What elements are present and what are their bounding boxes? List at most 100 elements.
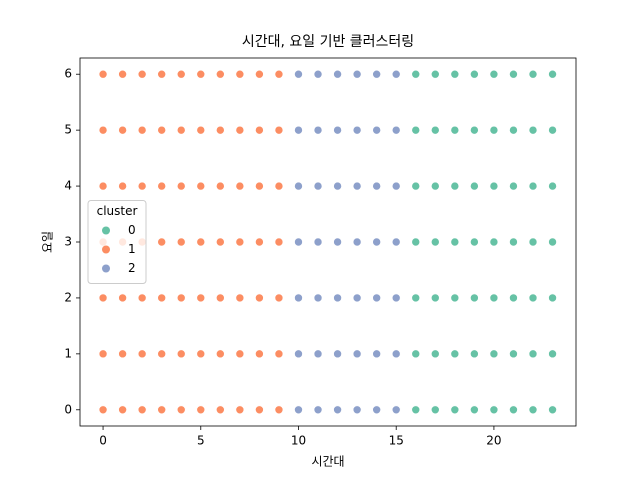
point bbox=[489, 293, 499, 303]
point bbox=[196, 349, 206, 359]
point bbox=[430, 181, 440, 191]
point bbox=[528, 181, 538, 191]
point bbox=[274, 181, 284, 191]
point bbox=[391, 125, 401, 135]
legend-box bbox=[87, 200, 147, 284]
point bbox=[489, 237, 499, 247]
point bbox=[137, 69, 147, 79]
point bbox=[176, 349, 186, 359]
point bbox=[157, 349, 166, 359]
point bbox=[372, 237, 381, 247]
x-tick-label: 20 bbox=[486, 434, 501, 448]
legend-marker bbox=[102, 226, 110, 235]
point bbox=[352, 181, 362, 191]
point bbox=[137, 293, 147, 303]
point bbox=[333, 405, 342, 415]
point bbox=[176, 405, 186, 415]
point bbox=[548, 349, 557, 359]
point bbox=[333, 69, 342, 79]
legend-label: 1 bbox=[128, 242, 136, 256]
point bbox=[489, 349, 499, 359]
point bbox=[294, 237, 303, 247]
point bbox=[176, 69, 186, 79]
point bbox=[235, 125, 245, 135]
point bbox=[430, 237, 440, 247]
chart-title: 시간대, 요일 기반 클러스터링 bbox=[242, 34, 414, 50]
x-axis-label: 시간대 bbox=[311, 455, 344, 469]
point bbox=[157, 405, 166, 415]
point bbox=[470, 181, 479, 191]
point bbox=[391, 69, 401, 79]
point bbox=[98, 405, 108, 415]
point bbox=[294, 293, 303, 303]
legend-title: cluster bbox=[97, 204, 138, 218]
point bbox=[528, 125, 538, 135]
point bbox=[313, 293, 323, 303]
point bbox=[196, 181, 206, 191]
point bbox=[352, 293, 362, 303]
point bbox=[509, 237, 518, 247]
point bbox=[118, 349, 127, 359]
y-tick-label: 5 bbox=[64, 123, 72, 137]
point bbox=[333, 125, 342, 135]
point bbox=[98, 293, 108, 303]
point bbox=[98, 349, 108, 359]
point bbox=[430, 349, 440, 359]
point bbox=[216, 69, 225, 79]
point bbox=[509, 181, 518, 191]
point bbox=[157, 69, 166, 79]
y-tick-label: 4 bbox=[64, 179, 72, 193]
point bbox=[430, 405, 440, 415]
point bbox=[274, 349, 284, 359]
point bbox=[118, 293, 127, 303]
point bbox=[411, 405, 421, 415]
legend-label: 2 bbox=[128, 261, 136, 275]
point bbox=[313, 349, 323, 359]
point bbox=[450, 69, 460, 79]
legend-marker bbox=[102, 245, 110, 254]
point bbox=[372, 349, 381, 359]
point bbox=[255, 69, 264, 79]
point bbox=[294, 125, 303, 135]
point bbox=[528, 237, 538, 247]
point bbox=[235, 181, 245, 191]
point bbox=[411, 293, 421, 303]
point bbox=[118, 69, 127, 79]
point bbox=[450, 293, 460, 303]
point bbox=[137, 405, 147, 415]
point bbox=[98, 69, 108, 79]
point bbox=[548, 293, 557, 303]
point bbox=[528, 405, 538, 415]
point bbox=[509, 349, 518, 359]
point bbox=[548, 181, 557, 191]
legend-label: 0 bbox=[128, 223, 136, 237]
point bbox=[470, 237, 479, 247]
x-tick-label: 0 bbox=[99, 434, 107, 448]
point bbox=[528, 69, 538, 79]
point bbox=[274, 125, 284, 135]
point bbox=[255, 293, 264, 303]
point bbox=[196, 237, 206, 247]
point bbox=[157, 237, 166, 247]
point bbox=[411, 125, 421, 135]
point bbox=[333, 293, 342, 303]
point bbox=[548, 125, 557, 135]
point bbox=[294, 349, 303, 359]
point bbox=[509, 405, 518, 415]
point bbox=[333, 237, 342, 247]
point bbox=[352, 237, 362, 247]
point bbox=[137, 349, 147, 359]
point bbox=[313, 237, 323, 247]
point bbox=[411, 349, 421, 359]
point bbox=[196, 69, 206, 79]
point bbox=[391, 349, 401, 359]
point bbox=[255, 125, 264, 135]
point bbox=[274, 293, 284, 303]
point bbox=[528, 349, 538, 359]
point bbox=[548, 69, 557, 79]
point bbox=[470, 125, 479, 135]
point bbox=[274, 237, 284, 247]
point bbox=[313, 181, 323, 191]
point bbox=[118, 181, 127, 191]
